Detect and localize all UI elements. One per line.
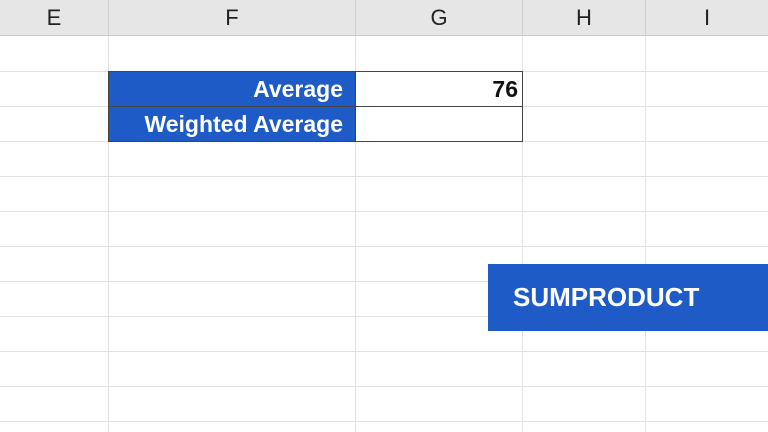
weighted-average-label-cell[interactable]: Weighted Average xyxy=(108,106,356,142)
gridline xyxy=(645,36,646,432)
gridline xyxy=(0,281,768,282)
gridline xyxy=(0,386,768,387)
sumproduct-banner: SUMPRODUCT xyxy=(488,264,768,331)
gridline xyxy=(0,351,768,352)
gridline xyxy=(0,316,768,317)
gridline xyxy=(108,36,109,432)
column-header-f[interactable]: F xyxy=(109,0,356,36)
column-header-g[interactable]: G xyxy=(356,0,523,36)
column-header-h[interactable]: H xyxy=(523,0,646,36)
gridline xyxy=(355,36,356,432)
average-value-cell[interactable]: 76 xyxy=(355,71,523,107)
weighted-average-value-cell[interactable] xyxy=(355,106,523,142)
gridline xyxy=(0,211,768,212)
gridline xyxy=(522,36,523,432)
gridline xyxy=(0,421,768,422)
gridline xyxy=(0,246,768,247)
average-label-cell[interactable]: Average xyxy=(108,71,356,107)
column-header-e[interactable]: E xyxy=(0,0,109,36)
gridline xyxy=(0,176,768,177)
column-header-i[interactable]: I xyxy=(646,0,768,36)
